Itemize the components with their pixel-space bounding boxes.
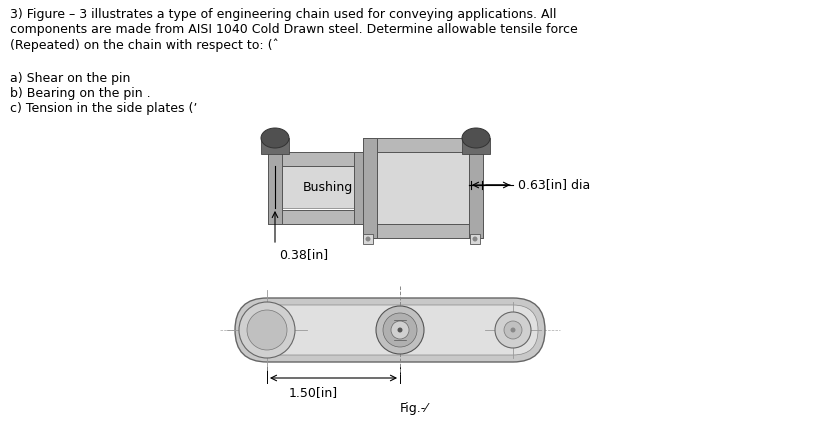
Bar bbox=[282, 166, 354, 208]
Bar bbox=[268, 152, 367, 166]
Text: 1.50[in]: 1.50[in] bbox=[289, 386, 337, 399]
Circle shape bbox=[383, 313, 417, 347]
Text: 0.38[in]: 0.38[in] bbox=[279, 248, 327, 261]
Circle shape bbox=[472, 236, 477, 241]
Circle shape bbox=[239, 302, 294, 358]
Ellipse shape bbox=[261, 128, 289, 148]
Circle shape bbox=[375, 306, 423, 354]
FancyBboxPatch shape bbox=[241, 305, 538, 355]
Bar bbox=[376, 152, 468, 224]
Circle shape bbox=[495, 312, 530, 348]
FancyBboxPatch shape bbox=[235, 298, 544, 362]
Circle shape bbox=[365, 236, 370, 241]
Ellipse shape bbox=[461, 128, 490, 148]
Bar bbox=[362, 138, 376, 238]
Bar bbox=[470, 234, 480, 244]
Text: 0.63[in] dia: 0.63[in] dia bbox=[518, 179, 590, 192]
Bar bbox=[261, 138, 289, 154]
Bar bbox=[362, 138, 482, 152]
Circle shape bbox=[397, 327, 402, 333]
Text: a) Shear on the pin
b) Bearing on the pin .
c) Tension in the side plates (ʼ: a) Shear on the pin b) Bearing on the pi… bbox=[10, 72, 197, 115]
Bar bbox=[362, 224, 482, 238]
Text: Fig.-⁄: Fig.-⁄ bbox=[399, 402, 428, 415]
Bar bbox=[468, 138, 482, 238]
Circle shape bbox=[504, 321, 521, 339]
Text: 3) Figure – 3 illustrates a type of engineering chain used for conveying applica: 3) Figure – 3 illustrates a type of engi… bbox=[10, 8, 577, 51]
Text: Bushing: Bushing bbox=[303, 181, 353, 194]
Circle shape bbox=[246, 310, 287, 350]
Bar bbox=[268, 152, 282, 224]
Bar bbox=[354, 152, 367, 224]
Bar bbox=[461, 138, 490, 154]
Circle shape bbox=[390, 321, 409, 339]
Bar bbox=[362, 234, 372, 244]
Bar bbox=[268, 210, 367, 224]
Circle shape bbox=[510, 327, 515, 333]
